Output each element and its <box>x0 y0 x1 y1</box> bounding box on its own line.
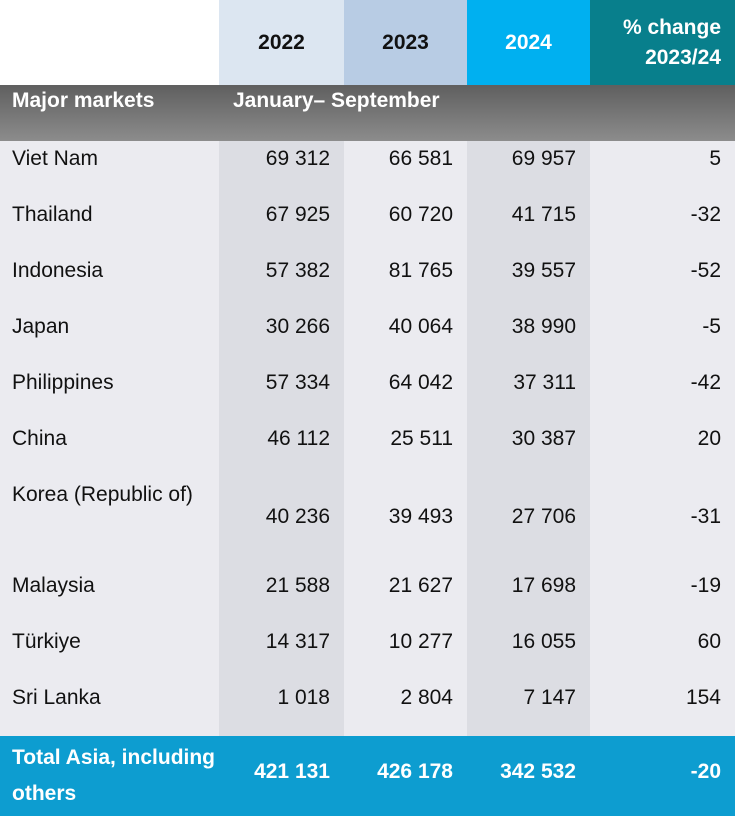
cell-value: 17 698 <box>467 568 590 624</box>
cell-value: 57 334 <box>219 365 344 421</box>
cell-value: 21 627 <box>344 568 467 624</box>
cell-value: 27 706 <box>467 477 590 568</box>
cell-value: 40 064 <box>344 309 467 365</box>
cell-value: 81 765 <box>344 253 467 309</box>
cell-value: 39 557 <box>467 253 590 309</box>
row-label: Viet Nam <box>0 141 219 197</box>
cell-value: 39 493 <box>344 477 467 568</box>
row-label: Japan <box>0 309 219 365</box>
cell-value: -31 <box>590 477 735 568</box>
cell-value: 10 277 <box>344 624 467 680</box>
table-row: Malaysia 21 588 21 627 17 698 -19 <box>0 568 735 624</box>
table-row: Japan 30 266 40 064 38 990 -5 <box>0 309 735 365</box>
table-row: Philippines 57 334 64 042 37 311 -42 <box>0 365 735 421</box>
total-label: Total Asia, including others <box>0 736 219 816</box>
cell-value: 69 957 <box>467 141 590 197</box>
row-label: Korea (Republic of) <box>0 477 219 568</box>
table-row: Thailand 67 925 60 720 41 715 -32 <box>0 197 735 253</box>
cell-value: 37 311 <box>467 365 590 421</box>
row-label: Türkiye <box>0 624 219 680</box>
cell-value: 46 112 <box>219 421 344 477</box>
cell-value: 30 266 <box>219 309 344 365</box>
cell-value: 64 042 <box>344 365 467 421</box>
cell-value: 1 018 <box>219 680 344 736</box>
cell-value: -32 <box>590 197 735 253</box>
row-label: Malaysia <box>0 568 219 624</box>
table-row: Indonesia 57 382 81 765 39 557 -52 <box>0 253 735 309</box>
row-label: China <box>0 421 219 477</box>
cell-value: 67 925 <box>219 197 344 253</box>
table-row: Viet Nam 69 312 66 581 69 957 5 <box>0 141 735 197</box>
total-value: 421 131 <box>219 736 344 816</box>
subheader-row: Major markets January– September <box>0 85 735 141</box>
table-row: Sri Lanka 1 018 2 804 7 147 154 <box>0 680 735 736</box>
cell-value: 25 511 <box>344 421 467 477</box>
row-label: Sri Lanka <box>0 680 219 736</box>
cell-value: -5 <box>590 309 735 365</box>
cell-value: 20 <box>590 421 735 477</box>
row-label: Indonesia <box>0 253 219 309</box>
cell-value: -19 <box>590 568 735 624</box>
total-value: 426 178 <box>344 736 467 816</box>
cell-value: 30 387 <box>467 421 590 477</box>
header-cell: % change 2023/24 <box>590 0 735 85</box>
table-row: China 46 112 25 511 30 387 20 <box>0 421 735 477</box>
cell-value: 40 236 <box>219 477 344 568</box>
total-value: 342 532 <box>467 736 590 816</box>
cell-value: 60 720 <box>344 197 467 253</box>
header-cell: 2022 <box>219 0 344 85</box>
cell-value: 69 312 <box>219 141 344 197</box>
cell-value: 66 581 <box>344 141 467 197</box>
row-label: Philippines <box>0 365 219 421</box>
header-cell: 2024 <box>467 0 590 85</box>
cell-value: 5 <box>590 141 735 197</box>
cell-value: 21 588 <box>219 568 344 624</box>
cell-value: 7 147 <box>467 680 590 736</box>
cell-value: 2 804 <box>344 680 467 736</box>
cell-value: 16 055 <box>467 624 590 680</box>
header-row: 2022 2023 2024 % change 2023/24 <box>0 0 735 85</box>
table-row: Korea (Republic of) 40 236 39 493 27 706 -31 <box>0 477 735 568</box>
subheader-period: January– September <box>219 85 735 141</box>
header-blank <box>0 0 219 85</box>
cell-value: 14 317 <box>219 624 344 680</box>
cell-value: -42 <box>590 365 735 421</box>
cell-value: 154 <box>590 680 735 736</box>
total-row: Total Asia, including others 421 131 426 1… <box>0 736 735 816</box>
cell-value: 60 <box>590 624 735 680</box>
row-label: Thailand <box>0 197 219 253</box>
header-cell: 2023 <box>344 0 467 85</box>
total-value: -20 <box>590 736 735 816</box>
cell-value: 57 382 <box>219 253 344 309</box>
subheader-label: Major markets <box>0 85 219 141</box>
cell-value: 41 715 <box>467 197 590 253</box>
cell-value: -52 <box>590 253 735 309</box>
table-row: Türkiye 14 317 10 277 16 055 60 <box>0 624 735 680</box>
cell-value: 38 990 <box>467 309 590 365</box>
